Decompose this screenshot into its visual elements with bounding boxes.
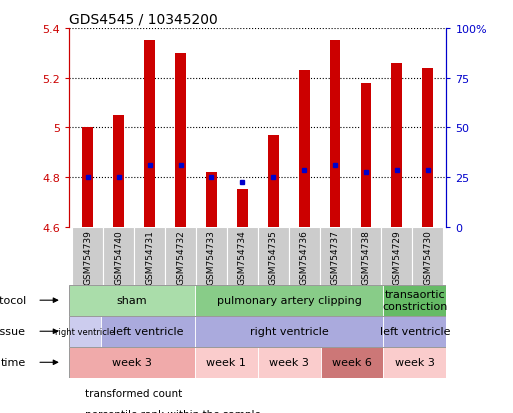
Text: GSM754736: GSM754736 (300, 230, 309, 285)
Text: left ventricle: left ventricle (380, 326, 450, 337)
Text: week 1: week 1 (206, 357, 246, 368)
Bar (83, 128, 93, 227)
Bar (391, 64, 402, 227)
Bar (195, 347, 258, 378)
Bar (144, 41, 155, 227)
Text: percentile rank within the sample: percentile rank within the sample (85, 408, 261, 413)
Bar (195, 285, 383, 316)
Text: right ventricle: right ventricle (55, 327, 115, 336)
Text: GSM754738: GSM754738 (362, 230, 370, 285)
Bar (134, 227, 165, 285)
Text: GSM754734: GSM754734 (238, 230, 247, 285)
Text: week 3: week 3 (395, 357, 435, 368)
Text: week 6: week 6 (332, 357, 372, 368)
Text: GSM754731: GSM754731 (145, 230, 154, 285)
Bar (350, 227, 381, 285)
Text: left ventricle: left ventricle (112, 326, 183, 337)
Bar (72, 227, 103, 285)
Text: GSM754737: GSM754737 (330, 230, 340, 285)
Bar (103, 227, 134, 285)
Text: transformed count: transformed count (85, 388, 182, 398)
Text: GSM754729: GSM754729 (392, 230, 401, 285)
Bar (299, 71, 309, 227)
Text: GSM754740: GSM754740 (114, 230, 123, 285)
Bar (69, 347, 195, 378)
Bar (195, 316, 383, 347)
Bar (321, 347, 383, 378)
Text: GSM754739: GSM754739 (83, 230, 92, 285)
Text: week 3: week 3 (112, 357, 152, 368)
Bar (383, 285, 446, 316)
Text: transaortic
constriction: transaortic constriction (382, 290, 447, 311)
Bar (383, 347, 446, 378)
Bar (330, 41, 341, 227)
Bar (196, 227, 227, 285)
Bar (268, 135, 279, 227)
Text: GSM754733: GSM754733 (207, 230, 216, 285)
Text: sham: sham (117, 295, 147, 306)
Bar (101, 316, 195, 347)
Text: GSM754732: GSM754732 (176, 230, 185, 285)
Bar (237, 190, 248, 227)
Bar (422, 69, 433, 227)
Bar (412, 227, 443, 285)
Bar (361, 83, 371, 227)
Text: GSM754735: GSM754735 (269, 230, 278, 285)
Bar (113, 116, 124, 227)
Bar (175, 54, 186, 227)
Bar (69, 316, 101, 347)
Bar (258, 347, 321, 378)
Bar (227, 227, 258, 285)
Bar (381, 227, 412, 285)
Text: week 3: week 3 (269, 357, 309, 368)
Bar (69, 393, 74, 394)
Text: tissue: tissue (0, 326, 26, 337)
Text: pulmonary artery clipping: pulmonary artery clipping (217, 295, 362, 306)
Text: GSM754730: GSM754730 (423, 230, 432, 285)
Text: right ventricle: right ventricle (250, 326, 329, 337)
Text: protocol: protocol (0, 295, 26, 306)
Text: time: time (1, 357, 26, 368)
Text: GDS4545 / 10345200: GDS4545 / 10345200 (69, 12, 218, 26)
Bar (165, 227, 196, 285)
Bar (383, 316, 446, 347)
Bar (289, 227, 320, 285)
Bar (206, 173, 217, 227)
Bar (69, 285, 195, 316)
Bar (258, 227, 289, 285)
Bar (320, 227, 350, 285)
